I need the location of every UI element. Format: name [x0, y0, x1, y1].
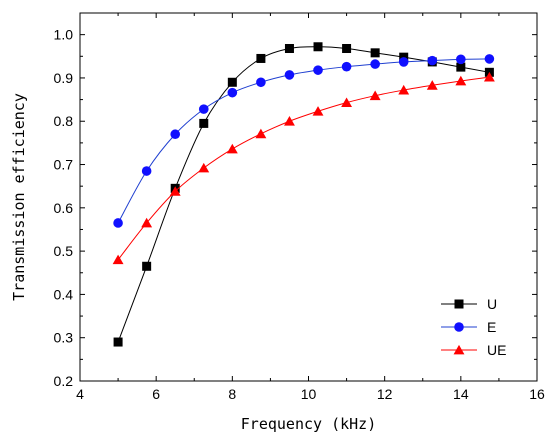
series-ue-point	[455, 75, 467, 86]
x-tick-label: 8	[228, 386, 236, 402]
legend-marker-ue	[453, 344, 465, 355]
series-e	[113, 54, 495, 228]
legend-item-ue: UE	[441, 342, 506, 358]
series-e-point	[284, 70, 295, 80]
series-ue-point	[426, 80, 438, 90]
x-tick-label: 12	[377, 386, 393, 402]
legend-item-e: E	[441, 319, 496, 335]
series-ue-point	[483, 71, 495, 82]
series-ue-point	[226, 143, 238, 154]
series-u-point	[199, 118, 209, 128]
legend-label-e: E	[487, 319, 496, 335]
y-tick-label: 0.9	[54, 70, 74, 86]
series-u-point	[142, 261, 152, 271]
y-tick-label: 0.8	[54, 113, 74, 129]
series-e-point	[370, 59, 380, 69]
legend-label-ue: UE	[487, 342, 506, 358]
series-e-point	[170, 129, 181, 140]
legend-item-u: U	[441, 296, 497, 312]
series-ue-point	[112, 254, 124, 265]
series-e-point	[198, 104, 209, 114]
legend-marker-u	[454, 299, 464, 309]
series-e-point	[398, 57, 409, 67]
y-tick-label: 0.3	[54, 330, 74, 346]
x-tick-label: 14	[453, 386, 469, 402]
y-tick-label: 0.6	[54, 200, 74, 216]
y-axis-title: Transmission efficiency	[10, 93, 28, 301]
series-e-point	[456, 54, 466, 65]
x-tick-label: 16	[529, 386, 545, 402]
series-u-point	[342, 44, 352, 54]
axes: 4 6 8 10 12 14 16 0.2 0.3 0.4 0.5 0.6 0.7 0.8 0.9 1.0	[54, 12, 545, 402]
series-e-point	[427, 55, 438, 66]
series-e-point	[141, 166, 152, 176]
x-tick-label: 4	[76, 386, 84, 402]
x-axis-title: Frequency (kHz)	[241, 415, 376, 433]
y-tick-label: 0.7	[54, 157, 74, 173]
series-ue-point	[398, 84, 410, 95]
series-u-point	[256, 53, 266, 63]
series-ue-point	[284, 116, 295, 126]
series-ue-point	[169, 186, 181, 196]
x-tick-label: 6	[152, 386, 160, 402]
series-ue-point	[141, 217, 153, 228]
y-tick-label: 0.2	[54, 373, 74, 389]
series-ue-line	[117, 76, 490, 261]
series-e-point	[313, 65, 323, 75]
series-u-point	[313, 42, 323, 52]
series-u-point	[370, 48, 380, 58]
series-u-point	[456, 62, 466, 72]
legend-label-u: U	[487, 296, 497, 312]
series-u-point	[227, 77, 237, 87]
series-ue-point	[341, 97, 353, 108]
x-tick-label: 10	[301, 386, 317, 402]
series-e-point	[341, 61, 352, 72]
series-ue-point	[255, 128, 267, 139]
series-e-point	[484, 54, 495, 64]
series-u-point	[284, 44, 294, 54]
legend: UE UE	[441, 296, 506, 358]
series-ue-point	[198, 162, 210, 173]
series-layer	[112, 42, 495, 347]
series-ue-point	[312, 106, 324, 116]
y-tick-label: 1.0	[54, 27, 74, 43]
y-tick-label: 0.4	[54, 286, 74, 302]
series-e-point	[227, 87, 238, 98]
y-tick-label: 0.5	[54, 243, 74, 259]
series-u-point	[113, 337, 123, 347]
series-e-point	[113, 218, 123, 228]
series-ue	[112, 71, 495, 265]
series-e-point	[256, 77, 266, 88]
series-ue-point	[369, 90, 381, 101]
legend-marker-e	[454, 322, 464, 332]
